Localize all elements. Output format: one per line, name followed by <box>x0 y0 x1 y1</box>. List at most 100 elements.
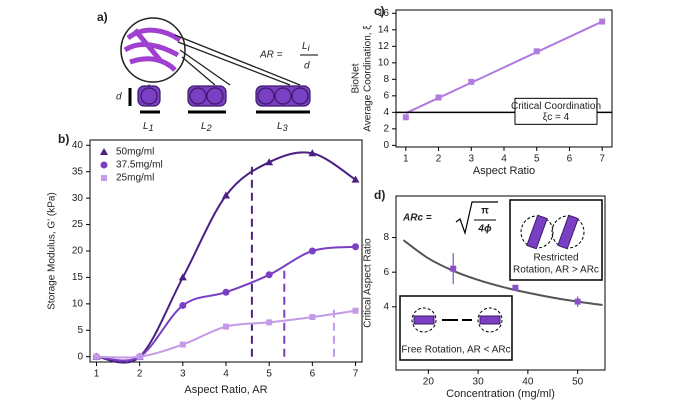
panel-a: a) d AR = Li d <box>97 10 318 114</box>
panel-label: a) <box>97 10 108 24</box>
point <box>266 319 273 326</box>
length-sub: 2 <box>206 123 212 133</box>
point <box>402 114 409 121</box>
y-tick-label: 40 <box>72 140 84 151</box>
formula-num: π <box>481 206 489 217</box>
y-tick-label: 5 <box>77 325 83 336</box>
point <box>222 288 230 296</box>
x-tick-label: 5 <box>266 369 272 380</box>
y-tick-label: 30 <box>72 193 84 204</box>
x-axis-label: Aspect Ratio <box>473 165 535 177</box>
formula: AR = <box>259 50 283 61</box>
x-tick-label: 3 <box>180 369 186 380</box>
length-sub: 3 <box>283 123 288 133</box>
point <box>136 353 143 360</box>
length-main: L <box>143 121 149 132</box>
panel-label: c) <box>374 4 385 18</box>
x-tick-label: 7 <box>353 369 359 380</box>
y-tick-label: 4 <box>383 301 389 312</box>
length-sub: 1 <box>149 123 154 133</box>
length-label: L3 <box>277 121 288 134</box>
formula: ARc = <box>402 213 432 224</box>
point <box>435 94 442 101</box>
protein <box>123 27 182 72</box>
annotation: Rotation, AR > ARc <box>513 265 599 276</box>
panel-label: d) <box>374 188 385 202</box>
point <box>450 265 457 272</box>
x-tick-label: 6 <box>567 154 573 165</box>
x-tick-label: 1 <box>94 369 100 380</box>
y-tick-label: 0 <box>77 351 83 362</box>
x-tick-label: 3 <box>468 154 474 165</box>
point <box>309 314 316 321</box>
annotation: ξc = 4 <box>543 112 570 123</box>
length-main: L <box>277 121 283 132</box>
point <box>599 18 606 25</box>
x-tick-label: 7 <box>599 154 605 165</box>
y-axis-label-top: BioNet <box>351 63 362 93</box>
point <box>179 301 187 309</box>
y-tick-label: 12 <box>378 41 390 52</box>
x-tick-label: 2 <box>137 369 143 380</box>
length-label: L2 <box>201 121 212 134</box>
plot-frame <box>395 195 606 371</box>
free-box <box>399 295 513 361</box>
y-tick-label: 16 <box>378 8 390 19</box>
d-label: d <box>116 92 122 103</box>
point <box>223 323 229 330</box>
x-tick-label: 4 <box>501 154 507 165</box>
point <box>308 149 317 157</box>
fit-line <box>402 239 603 307</box>
rod <box>557 214 579 250</box>
rotation-circle <box>551 215 585 249</box>
point <box>351 175 360 183</box>
rod <box>413 315 435 325</box>
formula-num: Li <box>302 41 311 54</box>
y-tick-label: 20 <box>72 246 84 257</box>
x-tick-label: 50 <box>572 377 584 388</box>
annotation: Critical Coordination <box>511 101 601 112</box>
point <box>574 298 581 305</box>
annotation: Restricted <box>533 253 578 264</box>
formula-den: d <box>304 61 310 72</box>
x-tick-label: 4 <box>223 369 229 380</box>
y-axis-label: Critical Aspect Ratio <box>363 238 374 328</box>
legend-marker <box>100 161 108 169</box>
y-tick-label: 8 <box>383 74 389 85</box>
num-sub: i <box>308 43 311 53</box>
point <box>179 341 186 348</box>
point <box>178 273 187 281</box>
legend-marker <box>100 148 108 155</box>
y-tick-label: 0 <box>383 140 389 151</box>
length-main: L <box>201 121 207 132</box>
annotation-box <box>514 97 598 125</box>
point <box>93 353 100 360</box>
x-axis-label: Aspect Ratio, AR <box>184 384 267 396</box>
y-tick-label: 15 <box>72 272 84 283</box>
y-axis-label: Average Coordination, ξ <box>363 25 374 132</box>
x-tick-label: 5 <box>534 154 540 165</box>
point <box>512 284 519 291</box>
root-sign <box>455 201 498 236</box>
arrows <box>128 88 310 114</box>
rod <box>479 315 501 325</box>
x-tick-label: 6 <box>310 369 316 380</box>
y-tick-label: 35 <box>72 166 84 177</box>
y-tick-label: 6 <box>383 267 389 278</box>
legend-label: 37.5mg/ml <box>116 160 163 171</box>
y-tick-label: 8 <box>383 232 389 243</box>
point <box>352 307 359 314</box>
point <box>468 78 475 85</box>
y-tick-label: 6 <box>383 90 389 101</box>
legend-marker <box>101 175 107 181</box>
point <box>533 48 540 55</box>
y-axis-label: Storage Modulus, G' (kPa) <box>47 192 58 310</box>
legend-label: 50mg/ml <box>116 147 154 158</box>
rod <box>526 214 548 250</box>
x-tick-label: 40 <box>522 377 534 388</box>
point <box>308 247 316 255</box>
x-axis-label: Concentration (mg/ml) <box>446 388 555 400</box>
series-curve <box>96 151 357 364</box>
formula-den: 4ϕ <box>477 224 492 235</box>
